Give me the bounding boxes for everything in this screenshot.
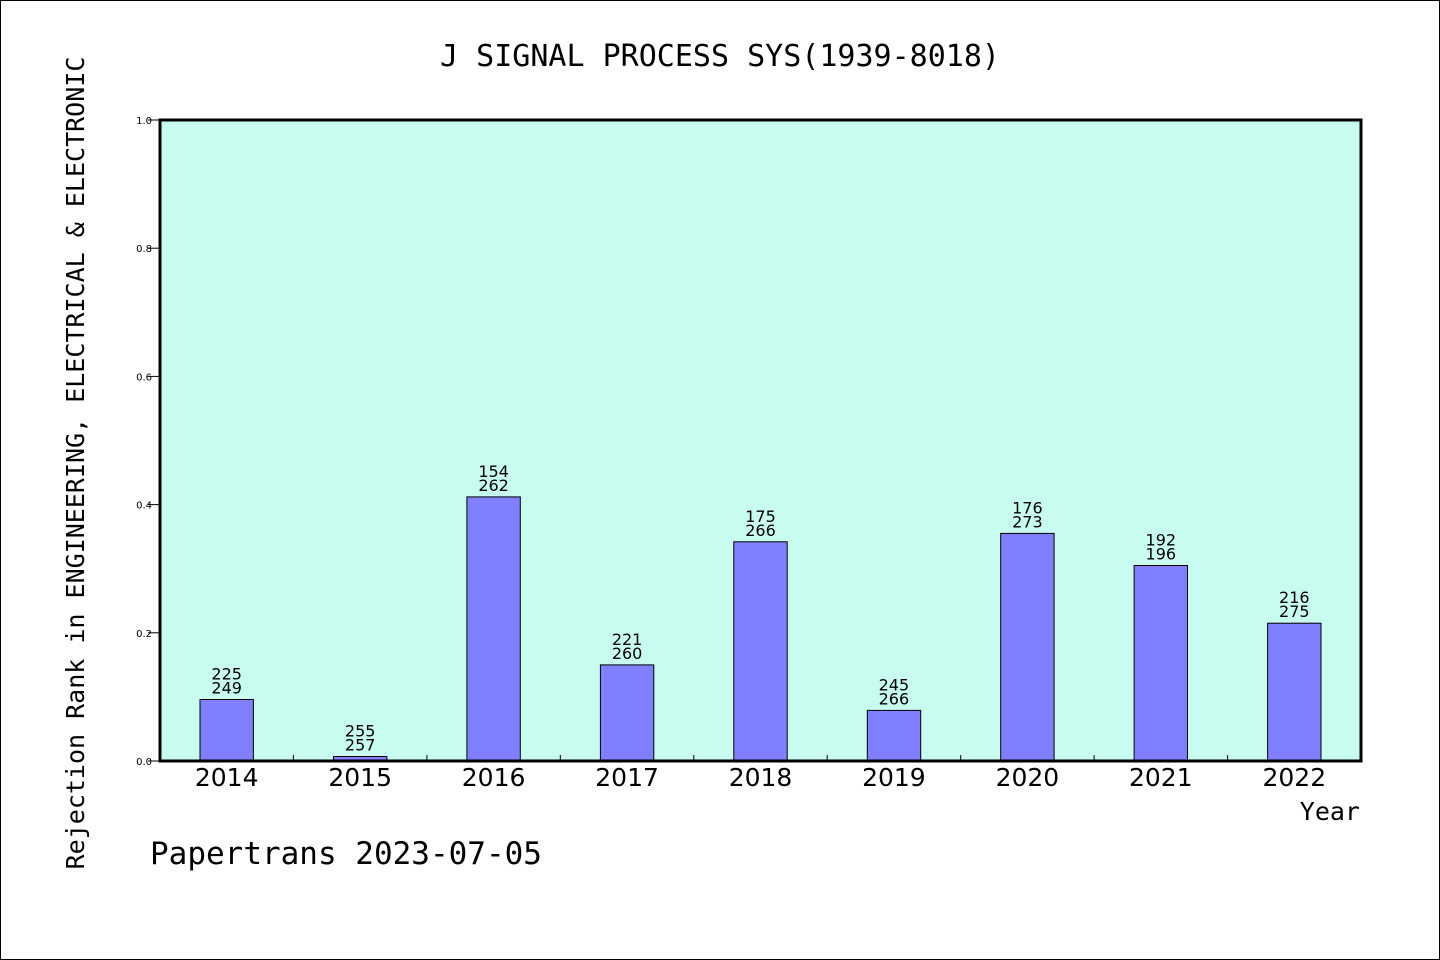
bar-label-2020-2: 273 (1012, 512, 1043, 531)
x-tick-label-2017: 2017 (595, 763, 659, 792)
chart-title: J SIGNAL PROCESS SYS(1939-8018) (440, 39, 1000, 74)
x-tick-label-2016: 2016 (462, 763, 526, 792)
bar-labels-layer: 2252492552571542622212601752662452661762… (211, 462, 1309, 755)
y-tick-label-0.0: 0.0 (136, 757, 152, 768)
bar-label-2014-2: 249 (211, 679, 242, 698)
y-axis-label: Rejection Rank in ENGINEERING, ELECTRICA… (61, 57, 90, 870)
bars-layer (199, 496, 1322, 762)
bar-2021 (1133, 565, 1188, 762)
y-tick-label-1.0: 1.0 (136, 116, 152, 127)
bar-2019 (866, 709, 922, 762)
x-tick-label-2021: 2021 (1129, 763, 1193, 792)
bar-label-2016-1: 154 (478, 462, 509, 481)
x-tick-label-2019: 2019 (862, 763, 926, 792)
bar-label-2017-1: 221 (612, 630, 643, 649)
y-axis: 0.0 0.2 0.4 0.6 0.8 1.0 (136, 116, 160, 768)
x-tick-label-2022: 2022 (1262, 763, 1326, 792)
x-tick-label-2014: 2014 (195, 763, 259, 792)
bar-2022 (1267, 622, 1322, 762)
bar-label-2019-1: 245 (879, 675, 910, 694)
y-tick-label-0.2: 0.2 (136, 629, 152, 640)
x-tick-label-2020: 2020 (996, 763, 1060, 792)
y-tick-label-0.4: 0.4 (136, 501, 152, 512)
x-tick-label-2015: 2015 (328, 763, 392, 792)
bar-label-2018-1: 175 (745, 507, 776, 526)
bar-label-2020-1: 176 (1012, 498, 1043, 517)
bar-label-2022-2: 275 (1279, 602, 1310, 621)
bar-label-2021-1: 192 (1146, 531, 1177, 550)
bar-label-2022-1: 216 (1279, 588, 1310, 607)
bar-label-2016-2: 262 (478, 476, 509, 495)
bar-2018 (733, 541, 788, 762)
bar-label-2018-2: 266 (745, 521, 776, 540)
x-axis: 2014 2015 2016 2017 2018 2019 2020 2021 2022 (195, 755, 1326, 792)
x-axis-label: Year (1300, 797, 1360, 826)
y-tick-label-0.6: 0.6 (136, 372, 152, 383)
bar-label-2015-2: 257 (345, 736, 376, 755)
bar-label-2014-1: 225 (211, 665, 242, 684)
bar-2014 (199, 699, 254, 762)
bar-label-2021-2: 196 (1146, 545, 1177, 564)
plot-border (158, 118, 1363, 763)
x-tick-label-2018: 2018 (729, 763, 793, 792)
bar-2016 (466, 496, 521, 762)
bar-label-2015-1: 255 (345, 722, 376, 741)
bar-label-2017-2: 260 (612, 644, 643, 663)
bar-label-2019-2: 266 (879, 689, 910, 708)
bar-2020 (1000, 532, 1055, 762)
footer-credit: Papertrans 2023-07-05 (150, 836, 542, 872)
bar-2017 (599, 664, 655, 762)
y-tick-label-0.8: 0.8 (136, 244, 152, 255)
